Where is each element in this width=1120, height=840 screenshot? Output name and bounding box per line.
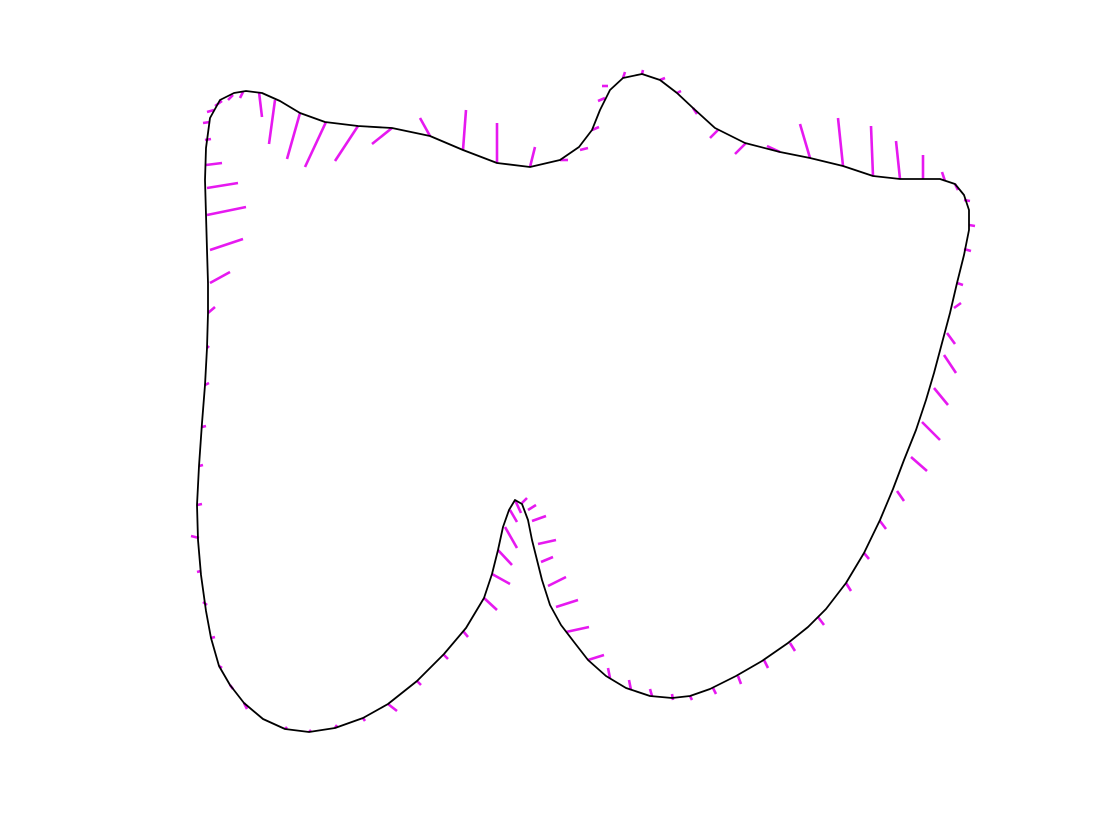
normal-tick-28 bbox=[798, 123, 812, 159]
normal-tick-48 bbox=[844, 582, 853, 592]
normal-tick-0 bbox=[238, 91, 245, 99]
normal-tick-73 bbox=[483, 597, 498, 611]
normal-tick-14 bbox=[528, 146, 537, 168]
closed-curve-outline bbox=[196, 73, 970, 733]
normal-tick-16 bbox=[579, 146, 589, 152]
normal-tick-63 bbox=[540, 555, 554, 564]
normal-tick-43 bbox=[921, 421, 941, 441]
normal-tick-38 bbox=[956, 281, 964, 287]
normal-tick-30 bbox=[869, 125, 875, 177]
normal-tick-69 bbox=[508, 509, 519, 523]
normal-tick-5 bbox=[257, 91, 264, 118]
normal-tick-12 bbox=[461, 109, 468, 151]
normal-tick-94 bbox=[207, 306, 216, 314]
normal-tick-65 bbox=[531, 514, 547, 523]
normal-tick-97 bbox=[206, 205, 247, 217]
normal-tick-50 bbox=[788, 642, 797, 652]
normal-tick-58 bbox=[606, 667, 612, 679]
normal-tick-49 bbox=[816, 616, 826, 626]
normal-tick-42 bbox=[932, 387, 950, 406]
normal-ticks bbox=[190, 69, 976, 733]
normal-tick-68 bbox=[513, 499, 523, 514]
normal-tick-40 bbox=[945, 332, 957, 345]
normal-tick-9 bbox=[333, 125, 360, 162]
normal-tick-46 bbox=[878, 520, 888, 530]
normal-tick-25 bbox=[709, 129, 719, 139]
normal-tick-64 bbox=[537, 538, 557, 546]
normal-tick-99 bbox=[205, 161, 223, 167]
normal-tick-33 bbox=[940, 171, 947, 182]
normal-tick-91 bbox=[201, 424, 207, 429]
normal-tick-61 bbox=[555, 598, 579, 609]
normal-tick-72 bbox=[491, 572, 511, 586]
normal-tick-20 bbox=[621, 71, 627, 79]
normal-tick-53 bbox=[711, 687, 718, 695]
normal-tick-76 bbox=[416, 680, 422, 686]
normal-tick-67 bbox=[521, 497, 528, 504]
normal-tick-70 bbox=[503, 526, 519, 549]
normal-tick-57 bbox=[627, 679, 633, 691]
normal-tick-96 bbox=[209, 237, 244, 252]
normal-tick-26 bbox=[734, 142, 747, 155]
normal-tick-18 bbox=[597, 96, 606, 103]
normal-tick-39 bbox=[953, 301, 962, 310]
normal-tick-95 bbox=[209, 270, 231, 285]
normal-tick-45 bbox=[895, 490, 906, 502]
normal-tick-10 bbox=[371, 126, 393, 146]
normal-tick-11 bbox=[418, 117, 432, 137]
normal-tick-31 bbox=[894, 140, 902, 180]
normal-tick-6 bbox=[267, 99, 277, 145]
normal-tick-47 bbox=[863, 552, 870, 560]
normal-tick-66 bbox=[527, 503, 537, 512]
normal-tick-29 bbox=[836, 117, 845, 167]
normal-tick-60 bbox=[565, 625, 590, 634]
normal-tick-1 bbox=[227, 94, 234, 101]
normal-tick-41 bbox=[942, 354, 958, 374]
normal-tick-44 bbox=[910, 456, 928, 472]
normal-tick-55 bbox=[670, 693, 675, 701]
normal-tick-8 bbox=[303, 121, 328, 168]
normal-tick-56 bbox=[648, 688, 654, 697]
normal-tick-62 bbox=[547, 575, 567, 588]
normal-tick-74 bbox=[462, 630, 469, 638]
normal-tick-51 bbox=[762, 659, 770, 669]
normal-tick-98 bbox=[206, 181, 239, 190]
normal-tick-52 bbox=[736, 675, 743, 685]
normal-tick-59 bbox=[587, 653, 605, 662]
normal-tick-3 bbox=[206, 108, 215, 114]
normal-tick-71 bbox=[497, 549, 513, 566]
normal-tick-77 bbox=[387, 702, 398, 713]
normal-tick-7 bbox=[285, 112, 302, 160]
normal-tick-36 bbox=[968, 223, 976, 228]
